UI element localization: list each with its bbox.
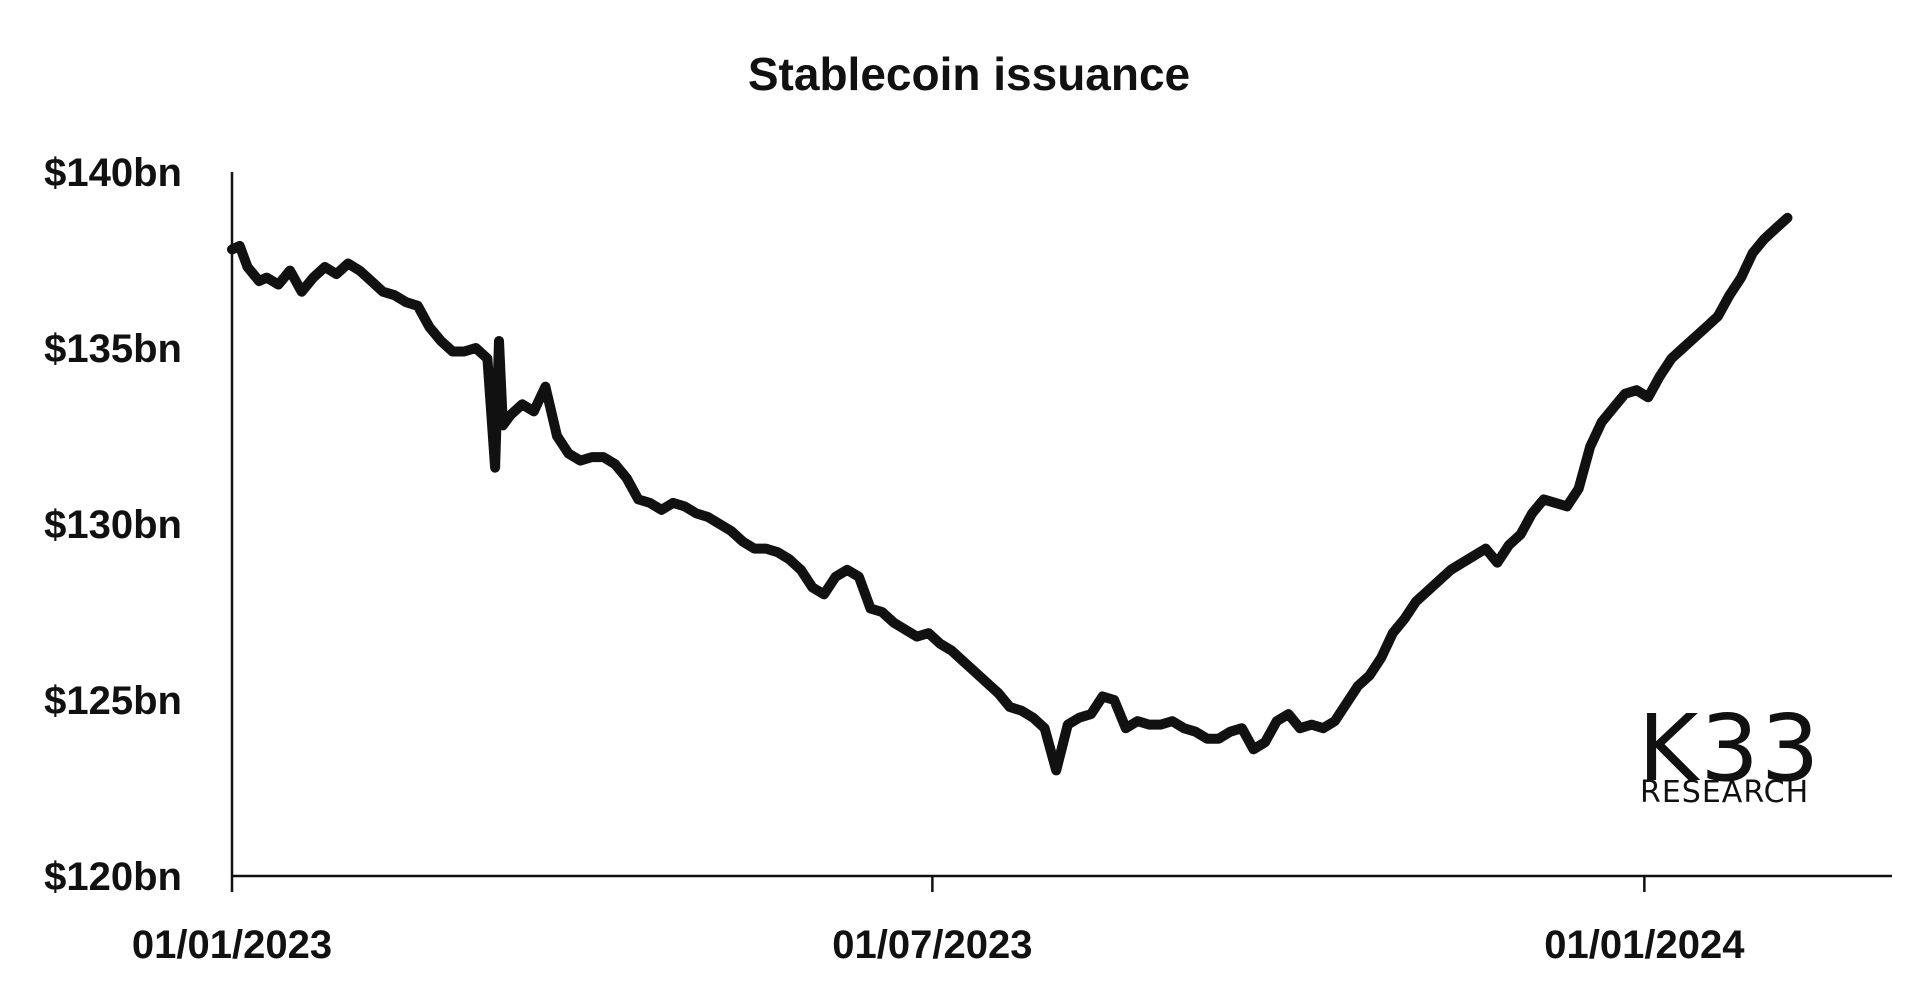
- y-tick-label: $125bn: [44, 679, 182, 723]
- y-axis-ticks: $140bn $135bn $130bn $125bn $120bn: [44, 151, 182, 899]
- series-line: [227, 212, 1793, 776]
- k33-research-logo: K33 RESEARCH: [1638, 695, 1821, 810]
- chart-title: Stablecoin issuance: [748, 48, 1190, 100]
- logo-subtitle: RESEARCH: [1640, 775, 1809, 810]
- logo-brand: K33: [1638, 695, 1821, 802]
- y-tick-label: $135bn: [44, 327, 182, 371]
- x-tick-label: 01/01/2024: [1544, 923, 1745, 967]
- y-tick-label: $120bn: [44, 855, 182, 899]
- y-tick-label: $140bn: [44, 151, 182, 195]
- y-tick-label: $130bn: [44, 503, 182, 547]
- x-tick-label: 01/01/2023: [132, 923, 332, 967]
- x-axis-ticks: 01/01/2023 01/07/2023 01/01/2024: [132, 876, 1745, 967]
- x-tick-label: 01/07/2023: [832, 923, 1032, 967]
